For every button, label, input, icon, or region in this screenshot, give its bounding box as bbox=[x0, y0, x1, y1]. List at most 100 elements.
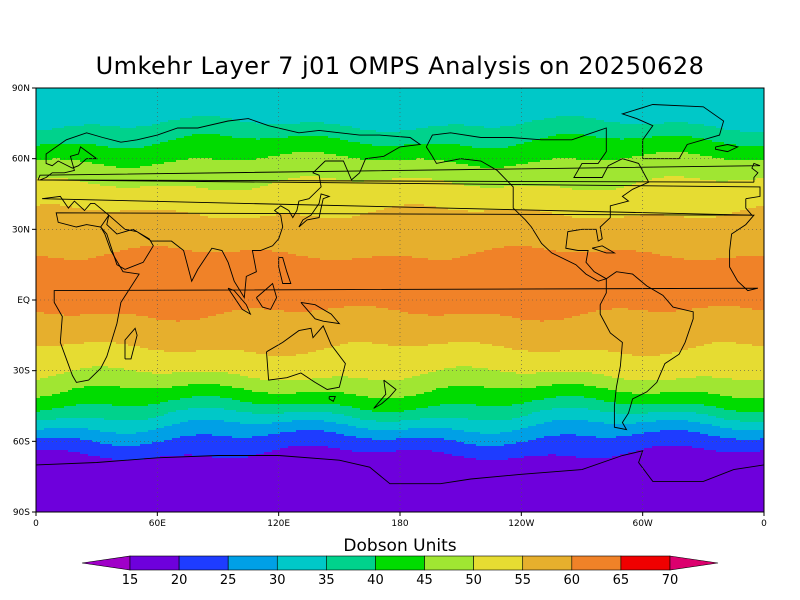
contour-cell bbox=[120, 344, 125, 369]
contour-cell bbox=[524, 456, 529, 512]
colorbar-tick-labels: 15 20 25 30 35 40 45 50 55 60 65 70 bbox=[122, 573, 679, 588]
contour-cell bbox=[496, 188, 501, 211]
contour-cell bbox=[260, 380, 265, 393]
contour-cell bbox=[176, 386, 181, 401]
contour-cell bbox=[336, 260, 341, 309]
contour-cell bbox=[312, 136, 317, 153]
contour-cell bbox=[760, 422, 764, 431]
contour-cell bbox=[340, 450, 345, 512]
contour-cell bbox=[148, 166, 153, 187]
contour-cell bbox=[228, 88, 233, 119]
contour-cell bbox=[80, 388, 85, 405]
contour-cell bbox=[92, 88, 97, 125]
contour-cell bbox=[80, 126, 85, 145]
contour-cell bbox=[540, 186, 545, 213]
contour-cell bbox=[736, 344, 741, 381]
contour-cell bbox=[316, 430, 321, 447]
contour-cell bbox=[320, 310, 325, 351]
contour-cell bbox=[380, 210, 385, 257]
contour-cell bbox=[528, 426, 533, 441]
contour-cell bbox=[500, 446, 505, 461]
contour-cell bbox=[48, 396, 53, 411]
contour-cell bbox=[148, 444, 153, 459]
contour-cell bbox=[608, 160, 613, 191]
contour-cell bbox=[136, 88, 141, 127]
contour-cell bbox=[468, 444, 473, 459]
contour-cell bbox=[512, 388, 517, 405]
contour-cell bbox=[220, 160, 225, 191]
contour-cell bbox=[48, 258, 53, 315]
contour-cell bbox=[592, 458, 597, 512]
contour-cell bbox=[500, 432, 505, 447]
contour-cell bbox=[376, 146, 381, 161]
contour-cell bbox=[40, 420, 45, 431]
contour-cell bbox=[88, 258, 93, 315]
contour-cell bbox=[200, 408, 205, 421]
contour-cell bbox=[156, 186, 161, 211]
contour-cell bbox=[452, 314, 457, 343]
contour-cell bbox=[92, 314, 97, 343]
contour-cell bbox=[748, 160, 753, 181]
contour-cell bbox=[76, 316, 81, 345]
contour-cell bbox=[584, 218, 589, 253]
contour-cell bbox=[348, 450, 353, 512]
contour-cell bbox=[168, 388, 173, 401]
contour-cell bbox=[528, 142, 533, 163]
contour-cell bbox=[400, 88, 405, 131]
contour-cell bbox=[276, 422, 281, 435]
contour-cell bbox=[728, 144, 733, 161]
contour-cell bbox=[512, 318, 517, 351]
contour-cell bbox=[372, 146, 377, 161]
contour-cell bbox=[396, 430, 401, 439]
contour-cell bbox=[624, 404, 629, 415]
contour-cell bbox=[704, 88, 709, 127]
contour-cell bbox=[760, 398, 764, 413]
contour-cell bbox=[172, 352, 177, 373]
contour-cell bbox=[500, 248, 505, 317]
contour-cell bbox=[544, 160, 549, 187]
contour-cell bbox=[284, 356, 289, 381]
contour-cell bbox=[644, 404, 649, 415]
contour-cell bbox=[116, 88, 121, 127]
contour-cell bbox=[460, 366, 465, 387]
contour-cell bbox=[384, 440, 389, 453]
contour-cell bbox=[172, 424, 177, 439]
contour-cell bbox=[384, 344, 389, 381]
contour-cell bbox=[692, 260, 697, 309]
contour-cell bbox=[388, 180, 393, 209]
contour-cell bbox=[168, 320, 173, 353]
contour-cell bbox=[524, 402, 529, 417]
contour-cell bbox=[568, 456, 573, 512]
contour-cell bbox=[68, 344, 73, 373]
contour-cell bbox=[188, 384, 193, 399]
contour-cell bbox=[160, 142, 165, 165]
contour-cell bbox=[664, 420, 669, 431]
contour-cell bbox=[216, 160, 221, 191]
contour-cell bbox=[144, 458, 149, 512]
contour-cell bbox=[332, 178, 337, 219]
contour-cell bbox=[244, 122, 249, 139]
contour-cell bbox=[408, 410, 413, 421]
contour-cell bbox=[544, 398, 549, 411]
contour-cell bbox=[448, 428, 453, 441]
contour-cell bbox=[192, 456, 197, 512]
contour-cell bbox=[88, 386, 93, 405]
contour-cell bbox=[512, 186, 517, 211]
contour-cell bbox=[280, 414, 285, 423]
contour-cell bbox=[596, 422, 601, 439]
contour-cell bbox=[340, 180, 345, 219]
contour-cell bbox=[648, 448, 653, 512]
contour-cell bbox=[84, 144, 89, 163]
contour-cell bbox=[436, 126, 441, 145]
contour-cell bbox=[212, 372, 217, 385]
contour-cell bbox=[204, 396, 209, 409]
contour-cell bbox=[544, 410, 549, 423]
contour-cell bbox=[324, 154, 329, 179]
contour-cell bbox=[312, 88, 317, 123]
contour-cell bbox=[444, 440, 449, 455]
contour-cell bbox=[664, 122, 669, 137]
contour-cell bbox=[548, 160, 553, 187]
contour-cell bbox=[404, 420, 409, 431]
contour-cell bbox=[572, 420, 577, 435]
contour-cell bbox=[276, 310, 281, 357]
